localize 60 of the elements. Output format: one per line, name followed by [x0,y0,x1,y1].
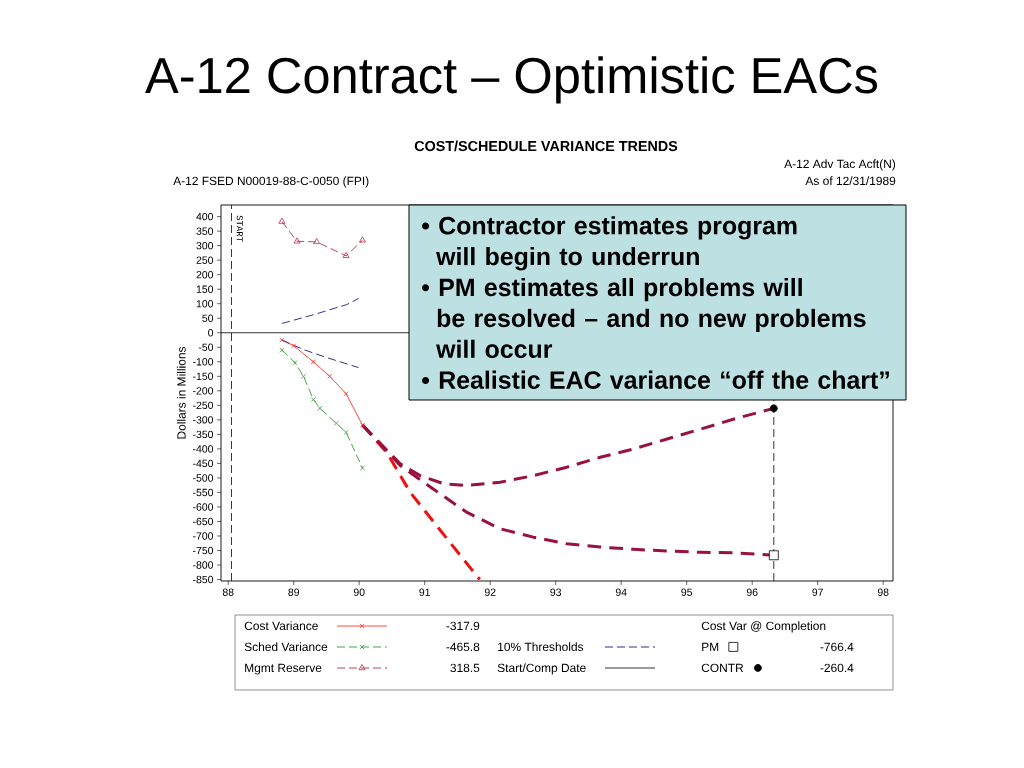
chart-title: A-12 Contract – Optimistic EACs [145,56,878,104]
y-tick-label: -200 [193,387,214,395]
y-tick-label: -450 [193,459,214,468]
legend-title: Cost Var @ Completion [701,621,826,633]
legend-label: Cost Variance [244,621,318,631]
x-tick-label: 98 [877,588,889,596]
annotation: • Realistic EAC variance “off the chart” [422,370,889,389]
x-tick-label: 94 [615,588,627,596]
legend-label: PM [702,642,719,651]
x-tick-label: 90 [353,588,365,596]
text: A-12 FSED N00019-88-C-0050 (FPI) [173,176,369,188]
y-tick-label: -700 [193,532,214,540]
y-tick-label: -600 [193,503,214,511]
legend-label: Mgmt Reserve [245,663,322,675]
legend-label: CONTR [701,663,744,673]
y-tick-label: 150 [196,285,214,293]
text: -317.9 [446,621,480,631]
y-tick-label: -400 [193,445,214,453]
x-tick-label: 92 [484,588,496,596]
y-tick-label: -150 [193,372,214,381]
y-tick-label: -850 [193,575,214,584]
ref-line-label: START [236,215,243,242]
y-tick-label: -50 [198,343,214,351]
legend-label: 10% Thresholds [498,642,584,652]
y-tick-label: -650 [193,517,214,526]
text: Start/Comp Date [497,663,586,675]
text: -465.8 [446,642,480,652]
y-tick-label: -550 [193,488,214,497]
x-tick-label: 93 [550,588,562,596]
x-tick-label: 89 [288,588,300,596]
text: -766.4 [820,642,854,652]
x-tick-label: 96 [746,588,758,596]
text: As of 12/31/1989 [805,176,896,186]
text: -260.4 [820,663,854,673]
y-tick-label: -100 [193,358,214,366]
y-tick-label: 200 [196,270,214,279]
chart-subtitle: COST/SCHEDULE VARIANCE TRENDS [414,140,678,152]
text: 318.5 [450,663,480,673]
x-tick-label: 95 [681,588,693,596]
y-tick-label: -750 [193,546,214,555]
y-tick-label: -300 [193,416,214,424]
y-axis-title: Dollars in Millions [176,346,186,439]
y-tick-label: 250 [196,256,214,264]
legend-label: Sched Variance [244,642,328,652]
x-tick-label: 97 [812,588,823,596]
annotation: • PM estimates all problems will be resolved – and no new problems will occur [422,277,866,359]
y-tick-label: 0 [208,329,214,337]
y-tick-label: -500 [193,474,214,482]
y-tick-label: 400 [196,212,214,221]
text: A-12 Adv Tac Acft(N) [784,159,896,171]
annotation: • Contractor estimates program will begin to underrun [422,216,797,271]
y-tick-label: 300 [196,241,214,250]
y-tick-label: -800 [193,561,214,569]
x-tick-label: 91 [419,588,430,596]
y-tick-label: 50 [202,314,214,322]
y-tick-label: 350 [196,227,214,235]
y-tick-label: -350 [193,430,214,439]
y-tick-label: -250 [193,401,214,410]
y-tick-label: 100 [196,300,214,308]
x-tick-label: 88 [222,588,234,596]
